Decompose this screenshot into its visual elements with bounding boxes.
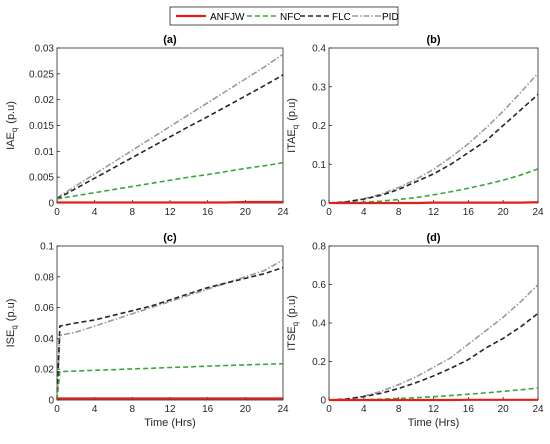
series-line-flc	[56, 266, 284, 401]
y-axis-label: IAEq (p.u)	[5, 101, 19, 150]
y-tick-label: 0.6	[312, 280, 326, 291]
y-tick-label: 0.1	[40, 242, 54, 253]
legend-label-pid: PID	[382, 12, 399, 23]
y-axis-label-main: ISE	[5, 330, 17, 348]
panel-b: 0 4 8 12 16 20 24 0 0.1 0.2 0.3 0.4 (b) ITAEq (p.u)	[286, 34, 544, 218]
series-line-pid	[56, 259, 284, 401]
y-tick-label: 0.4	[312, 44, 326, 55]
x-tick-label: 16	[463, 207, 475, 218]
series-line-pid	[56, 53, 284, 199]
plot-area	[56, 245, 284, 401]
y-tick-label: 0.03	[35, 44, 55, 55]
series-line-flc	[328, 312, 539, 401]
y-axis-label: ISEq (p.u)	[5, 299, 19, 348]
series-line-flc	[328, 93, 539, 204]
panel-title: (a)	[163, 34, 177, 46]
plot-area	[328, 245, 539, 401]
x-axis-label: Time (Hrs)	[144, 417, 196, 429]
y-tick-label: 0.2	[312, 121, 326, 132]
x-tick-label: 16	[463, 404, 475, 415]
x-tick-label: 12	[164, 207, 176, 218]
y-axis-label-subscript: q	[10, 325, 19, 329]
y-axis-label-main: ITAE	[286, 129, 298, 153]
x-tick-label: 24	[277, 207, 289, 218]
y-tick-label: 0.8	[312, 242, 326, 253]
y-tick-label: 0.08	[35, 272, 55, 283]
series-line-anfjw	[57, 200, 283, 204]
x-tick-label: 8	[396, 404, 402, 415]
y-axis-label: ITSEq (p.u)	[286, 295, 300, 351]
series-line-nfc	[56, 362, 284, 401]
y-tick-label: 0.015	[29, 121, 54, 132]
y-tick-label: 0.4	[312, 319, 326, 330]
x-tick-label: 24	[532, 404, 544, 415]
legend-label-nfc: NFC	[280, 12, 301, 23]
panel-title: (d)	[426, 232, 440, 244]
plot-area	[56, 47, 284, 204]
x-tick-label: 0	[54, 207, 60, 218]
panel-title: (c)	[163, 232, 177, 244]
y-tick-label: 0	[320, 199, 326, 210]
x-axis-label: Time (Hrs)	[408, 417, 460, 429]
y-tick-label: 0.025	[29, 69, 54, 80]
y-axis-label-subscript: q	[291, 322, 300, 326]
series-line-flc	[56, 74, 284, 200]
x-tick-label: 16	[202, 404, 214, 415]
y-tick-label: 0.02	[35, 95, 55, 106]
x-tick-label: 8	[130, 404, 136, 415]
y-tick-label: 0.3	[312, 82, 326, 93]
legend-label-flc: FLC	[332, 12, 351, 23]
panel-title: (b)	[426, 34, 440, 46]
y-axis-label-unit: (p.u)	[286, 295, 298, 318]
series-line-nfc	[56, 161, 284, 200]
x-tick-label: 8	[396, 207, 402, 218]
x-tick-label: 0	[54, 404, 60, 415]
y-tick-label: 0.06	[35, 303, 55, 314]
x-tick-label: 4	[361, 207, 367, 218]
x-tick-label: 12	[164, 404, 176, 415]
x-tick-label: 20	[498, 207, 510, 218]
y-tick-label: 0	[320, 396, 326, 407]
y-tick-label: 0.02	[35, 365, 55, 376]
y-tick-label: 0.2	[312, 357, 326, 368]
x-tick-label: 4	[361, 404, 367, 415]
y-tick-label: 0	[48, 396, 54, 407]
y-axis-label-unit: (p.u)	[5, 299, 17, 322]
y-axis-label-subscript: q	[291, 125, 300, 129]
panel-a: 0 4 8 12 16 20 24 0 0.005 0.01 0.015 0.02 0.025 0.03 (…	[5, 34, 289, 218]
y-tick-label: 0.04	[35, 334, 55, 345]
panel-d: 0 4 8 12 16 20 24 0 0.2 0.4 0.6 0.8 (d) ITSEq (p.u) Tim…	[286, 232, 544, 429]
x-tick-label: 24	[277, 404, 289, 415]
x-tick-label: 20	[240, 207, 252, 218]
y-tick-label: 0	[48, 199, 54, 210]
x-tick-label: 4	[92, 207, 98, 218]
y-axis-label-unit: (p.u)	[286, 98, 298, 121]
y-tick-label: 0.005	[29, 173, 54, 184]
y-tick-label: 0.01	[35, 147, 55, 158]
y-axis-label-unit: (p.u)	[5, 101, 17, 124]
x-tick-label: 0	[326, 404, 332, 415]
y-tick-label: 0.1	[312, 160, 326, 171]
y-axis-label: ITAEq (p.u)	[286, 98, 300, 153]
legend-box	[169, 6, 399, 26]
series-line-anfjw	[329, 201, 539, 205]
x-tick-label: 12	[428, 404, 440, 415]
x-tick-label: 12	[428, 207, 440, 218]
y-axis-label-main: IAE	[5, 132, 17, 150]
x-tick-label: 20	[498, 404, 510, 415]
x-tick-label: 24	[532, 207, 544, 218]
x-tick-label: 4	[92, 404, 98, 415]
x-tick-label: 8	[130, 207, 136, 218]
panel-c: 0 4 8 12 16 20 24 0 0.02 0.04 0.06 0.08 0.1 (c) ISEq (p…	[5, 232, 289, 429]
legend-label-anfjw: ANFJW	[210, 12, 245, 23]
x-tick-label: 16	[202, 207, 214, 218]
legend: ANFJW NFC FLC PID	[169, 6, 399, 26]
x-tick-label: 20	[240, 404, 252, 415]
y-axis-label-main: ITSE	[286, 326, 298, 350]
x-tick-label: 0	[326, 207, 332, 218]
y-axis-label-subscript: q	[10, 128, 19, 132]
